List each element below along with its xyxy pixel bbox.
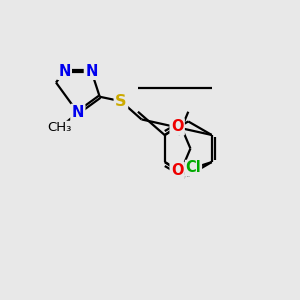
Text: S: S <box>115 94 127 109</box>
Text: O: O <box>171 119 183 134</box>
Text: N: N <box>85 64 98 79</box>
Text: N: N <box>72 105 84 120</box>
Text: Cl: Cl <box>186 160 201 175</box>
Text: O: O <box>171 163 183 178</box>
Text: N: N <box>58 64 70 79</box>
Text: CH₃: CH₃ <box>47 122 72 134</box>
